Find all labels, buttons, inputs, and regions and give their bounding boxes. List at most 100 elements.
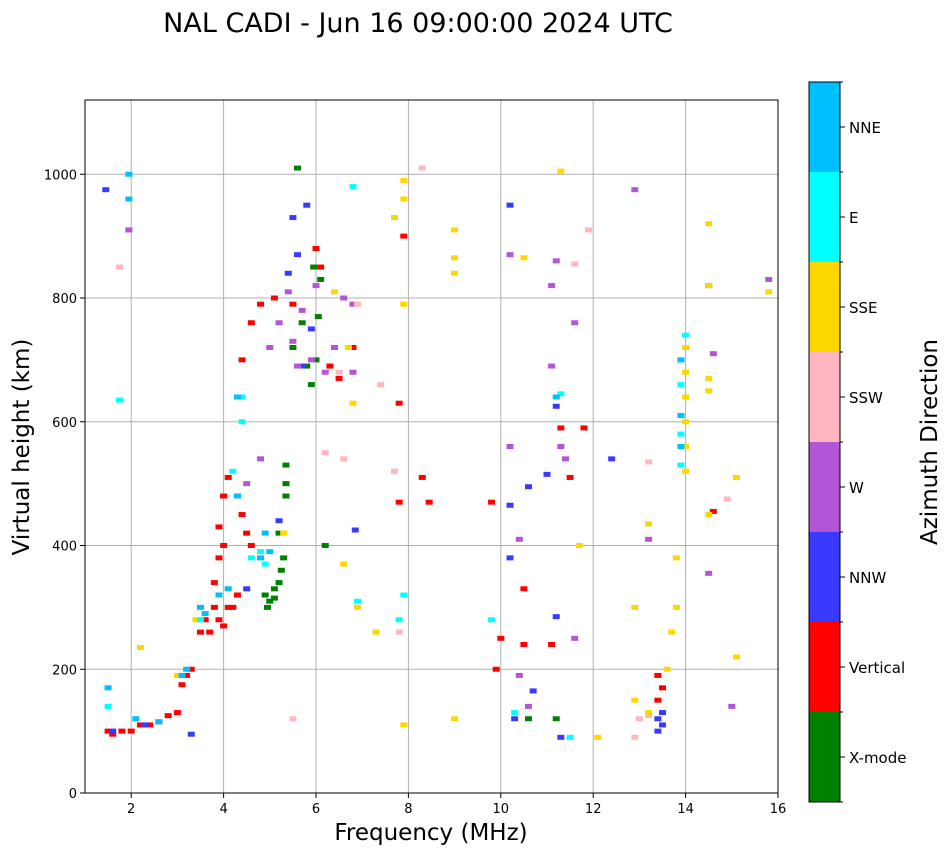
data-point: [243, 586, 251, 592]
data-point: [197, 629, 204, 635]
data-point: [197, 604, 204, 610]
data-point: [233, 394, 241, 400]
data-point: [330, 289, 338, 295]
colorbar-swatch-x-mode: [809, 712, 840, 802]
data-point: [552, 403, 560, 409]
data-point: [206, 629, 214, 635]
data-point: [566, 474, 574, 480]
data-point: [310, 264, 318, 270]
data-point: [266, 345, 274, 350]
data-point: [141, 722, 149, 728]
data-point: [571, 320, 579, 326]
data-point: [349, 345, 357, 350]
data-point: [192, 617, 200, 623]
data-point: [705, 283, 713, 289]
data-point: [136, 645, 144, 651]
data-point: [543, 471, 551, 477]
data-point: [326, 363, 334, 369]
data-point: [557, 425, 565, 431]
data-point: [677, 413, 685, 419]
data-point: [705, 570, 713, 576]
data-point: [705, 221, 713, 227]
data-point: [631, 187, 639, 193]
data-point: [654, 728, 662, 734]
series-nnw: [102, 187, 713, 740]
data-point: [266, 549, 274, 555]
data-point: [282, 462, 290, 468]
data-point: [125, 227, 133, 233]
data-point: [247, 320, 255, 326]
y-axis-label: Virtual height (km): [9, 339, 35, 556]
data-point: [215, 592, 223, 598]
x-tick-label: 16: [770, 802, 787, 817]
data-point: [511, 710, 519, 716]
colorbar-swatch-ssw: [809, 352, 840, 442]
data-point: [349, 369, 357, 375]
data-point: [654, 672, 662, 678]
data-point: [257, 301, 265, 307]
data-point: [215, 524, 223, 530]
data-point: [280, 555, 288, 561]
x-tick-label: 4: [219, 802, 227, 817]
data-point: [224, 474, 232, 480]
data-point: [525, 484, 533, 490]
data-point: [298, 307, 306, 313]
data-point: [400, 301, 408, 307]
data-point: [682, 444, 690, 449]
data-point: [645, 521, 653, 527]
data-point: [349, 400, 357, 406]
data-point: [349, 184, 357, 190]
colorbar-swatch-nnw: [809, 532, 840, 622]
data-point: [631, 604, 639, 610]
data-point: [102, 187, 110, 193]
data-point: [321, 543, 329, 548]
data-point: [506, 444, 514, 449]
data-point: [116, 264, 124, 270]
data-point: [631, 734, 639, 740]
data-point: [317, 276, 325, 282]
data-point: [261, 561, 269, 567]
data-point: [557, 444, 565, 449]
colorbar-tick-label: X-mode: [849, 749, 906, 767]
data-point: [400, 177, 408, 183]
data-point: [677, 382, 685, 388]
data-point: [307, 357, 315, 363]
series-w: [125, 187, 773, 709]
y-tick-label: 800: [52, 292, 77, 307]
data-point: [395, 617, 403, 623]
data-point: [506, 555, 514, 561]
data-point: [520, 586, 528, 592]
data-point: [506, 252, 514, 258]
data-point: [682, 468, 690, 474]
data-point: [284, 270, 292, 276]
data-point: [210, 604, 218, 610]
data-point: [312, 246, 320, 251]
data-point: [631, 697, 639, 703]
colorbar-swatch-nne: [809, 82, 840, 172]
data-point: [663, 666, 671, 672]
data-point: [312, 283, 320, 289]
y-tick-label: 200: [52, 663, 77, 678]
data-point: [247, 555, 255, 561]
x-tick-label: 2: [127, 802, 135, 817]
data-point: [677, 462, 685, 468]
colorbar-swatch-w: [809, 442, 840, 532]
series-ssw: [116, 165, 731, 740]
data-point: [728, 703, 736, 709]
data-point: [645, 710, 653, 716]
colorbar-label: Azimuth Direction: [917, 339, 943, 545]
y-tick-label: 600: [52, 416, 77, 431]
data-point: [668, 629, 676, 635]
y-tick-label: 0: [69, 787, 77, 802]
data-point: [224, 604, 232, 610]
data-point: [580, 425, 588, 431]
data-point: [418, 474, 426, 480]
colorbar-tick-label: Vertical: [849, 659, 905, 677]
x-tick-label: 6: [312, 802, 320, 817]
data-point: [178, 672, 186, 678]
data-point: [354, 604, 362, 610]
data-point: [109, 731, 117, 737]
data-point: [335, 369, 343, 375]
x-tick-label: 12: [585, 802, 602, 817]
data-point: [224, 586, 232, 592]
